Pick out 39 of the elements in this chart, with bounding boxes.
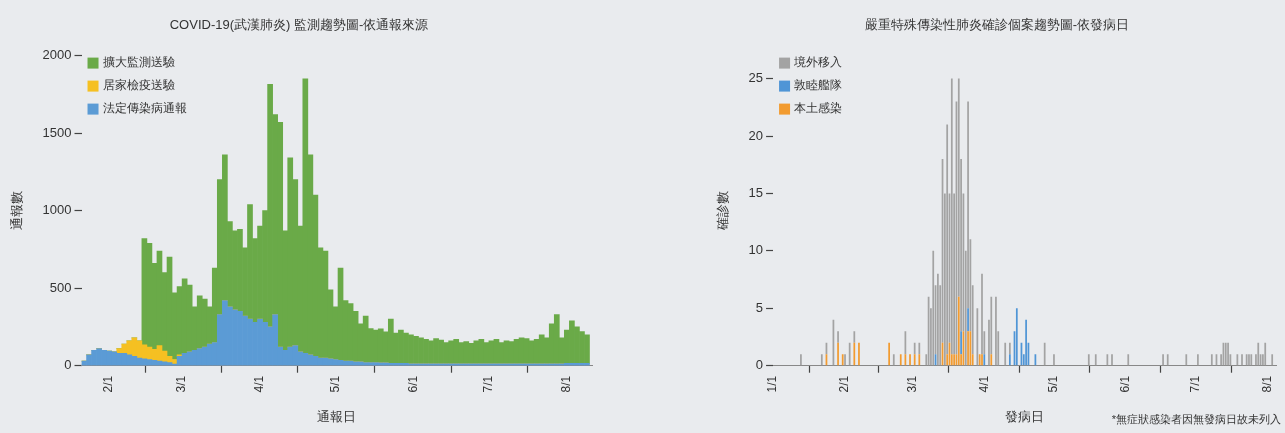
y-tick-label: 0 xyxy=(64,357,72,373)
x-tick-label: 4/1 xyxy=(252,375,267,393)
x-tick-label: 5/1 xyxy=(1046,375,1061,393)
chart-title: 嚴重特殊傳染性肺炎確診個案趨勢圖-依發病日 xyxy=(864,17,1130,33)
x-tick-label: 2/1 xyxy=(837,375,852,393)
y-tick-label: 1000 xyxy=(42,202,72,218)
y-tick-label: 25 xyxy=(748,70,764,86)
legend-label: 居家檢疫送驗 xyxy=(102,78,175,93)
y-tick-label: 0 xyxy=(755,357,764,373)
x-tick-label: 7/1 xyxy=(1187,375,1202,393)
x-tick-label: 7/1 xyxy=(481,375,496,393)
y-tick-label: 15 xyxy=(748,185,764,201)
x-axis-title: 發病日 xyxy=(1005,408,1045,424)
x-tick-label: 5/1 xyxy=(327,375,342,393)
legend-label: 境外移入 xyxy=(793,55,843,70)
y-tick-label: 20 xyxy=(748,127,764,143)
y-axis-title: 通報數 xyxy=(9,191,25,231)
x-tick-label: 1/1 xyxy=(765,375,780,393)
x-tick-label: 3/1 xyxy=(904,375,919,393)
x-tick-label: 6/1 xyxy=(405,375,420,393)
y-tick-label: 500 xyxy=(49,279,72,295)
x-tick-label: 2/1 xyxy=(101,375,116,393)
y-tick-label: 10 xyxy=(748,242,764,258)
y-tick-label: 1500 xyxy=(42,124,72,140)
x-tick-label: 8/1 xyxy=(559,375,574,393)
legend-label: 擴大監測送驗 xyxy=(102,55,175,70)
x-tick-label: 3/1 xyxy=(174,375,189,393)
x-tick-label: 4/1 xyxy=(976,375,991,393)
legend-label: 敦睦艦隊 xyxy=(794,78,843,93)
x-tick-label: 8/1 xyxy=(1259,375,1274,393)
y-axis-title: 確診數 xyxy=(715,191,731,232)
chart-title: COVID-19(武漢肺炎) 監測趨勢圖-依通報來源 xyxy=(169,17,429,33)
y-tick-label: 2000 xyxy=(42,47,72,63)
x-axis-title: 通報日 xyxy=(317,408,357,424)
legend-label: 法定傳染病通報 xyxy=(102,101,187,116)
y-tick-label: 5 xyxy=(755,299,764,315)
text: *無症狀感染者因無發病日故未列入 xyxy=(1111,412,1281,425)
x-tick-label: 6/1 xyxy=(1118,375,1133,393)
legend-label: 本土感染 xyxy=(794,101,843,116)
